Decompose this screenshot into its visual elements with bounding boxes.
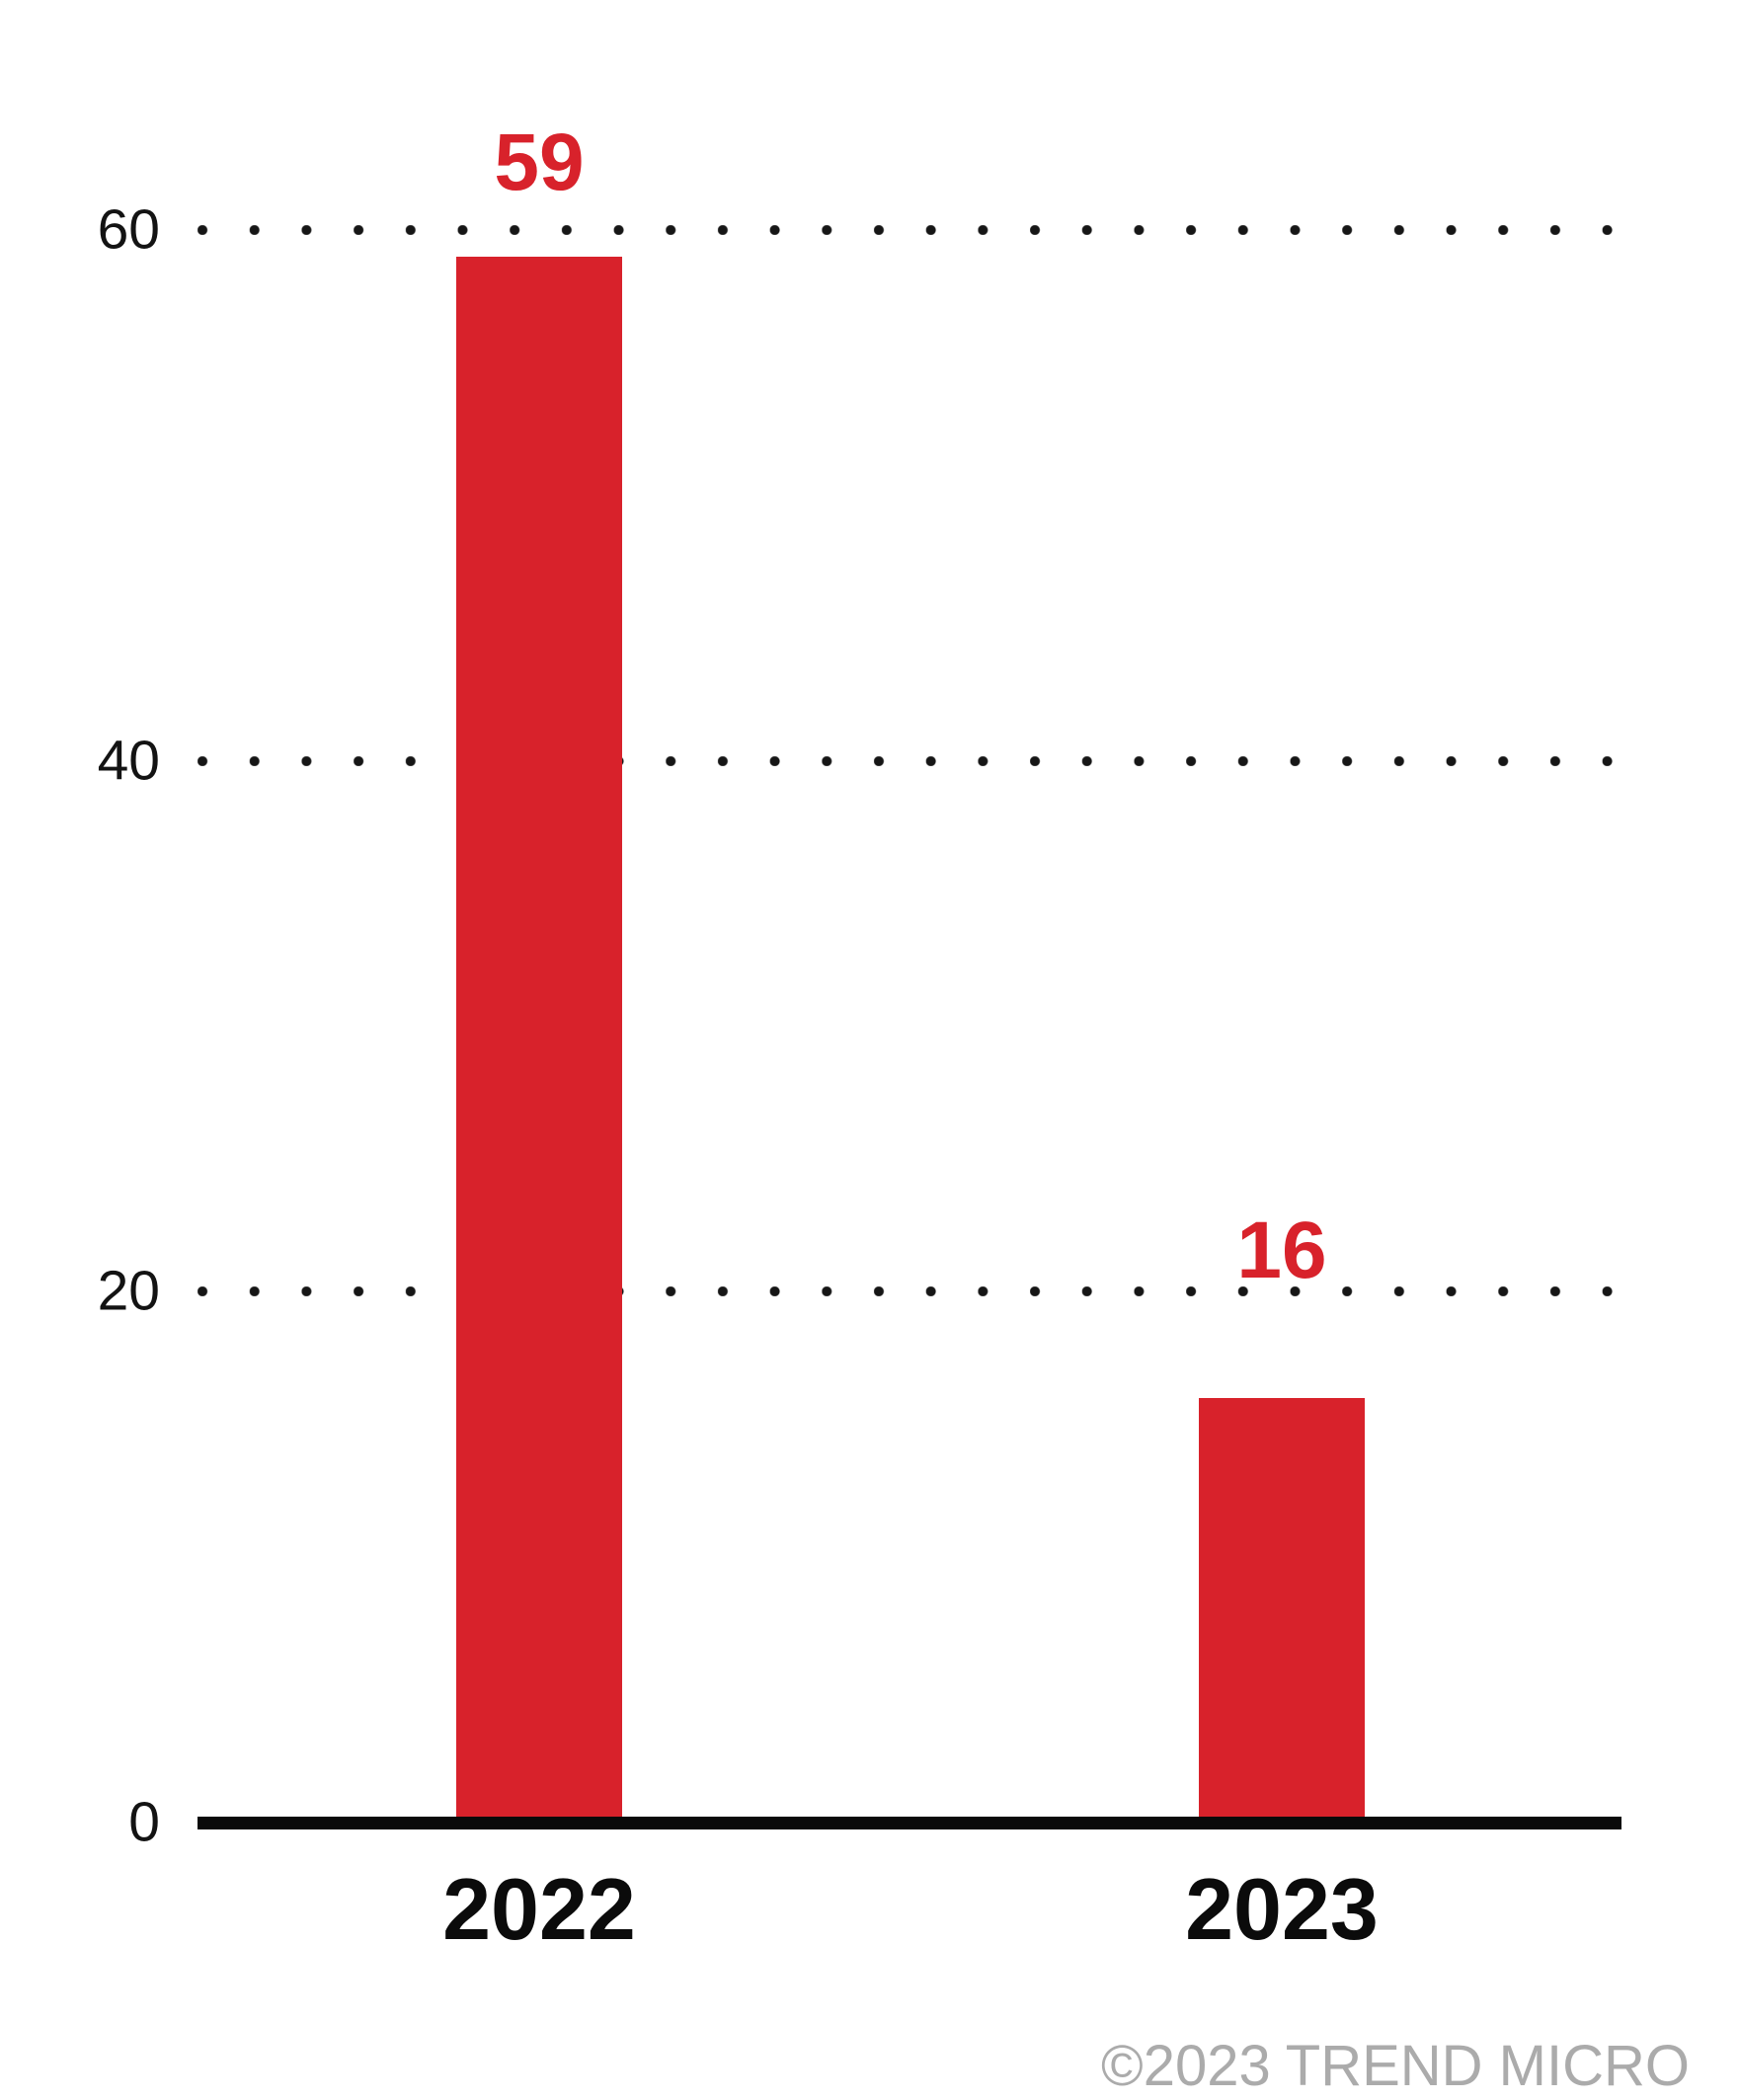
y-tick-label-20: 20 — [97, 1259, 160, 1323]
x-axis-label-2022: 2022 — [442, 1860, 636, 1958]
x-axis-line — [198, 1816, 1621, 1829]
y-tick-label-60: 60 — [97, 197, 160, 262]
gridline-20 — [198, 1286, 1621, 1297]
value-label-2023: 16 — [1236, 1205, 1327, 1295]
copyright-text: ©2023 TREND MICRO — [1100, 2034, 1690, 2098]
value-label-2022: 59 — [494, 117, 585, 207]
bar-2022 — [456, 256, 622, 1823]
bar-2023 — [1199, 1397, 1365, 1823]
y-tick-label-0: 0 — [128, 1790, 160, 1854]
x-axis-label-2023: 2023 — [1185, 1860, 1379, 1958]
y-tick-label-40: 40 — [97, 729, 160, 793]
gridline-60 — [198, 225, 1621, 235]
gridline-40 — [198, 755, 1621, 766]
